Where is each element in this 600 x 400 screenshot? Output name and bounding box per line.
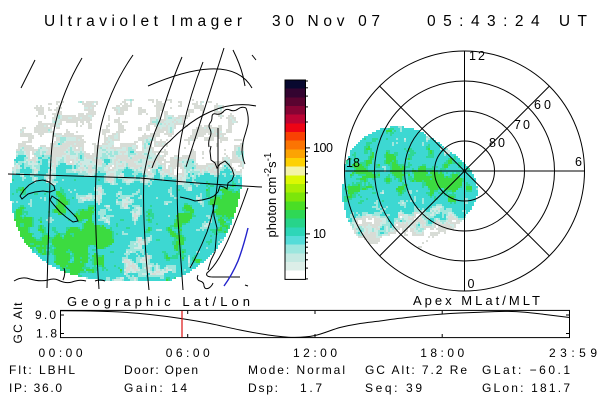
svg-text:18:00: 18:00: [420, 346, 464, 360]
svg-text:10: 10: [313, 227, 326, 241]
svg-text:Mode: Normal: Mode: Normal: [248, 363, 345, 377]
svg-text:Ultraviolet Imager: Ultraviolet Imager: [44, 13, 242, 30]
svg-text:00:00: 00:00: [39, 346, 83, 360]
svg-text:Apex MLat/MLT: Apex MLat/MLT: [413, 293, 540, 308]
svg-text:Door: Open: Door: Open: [124, 363, 198, 377]
svg-text:9.0: 9.0: [35, 308, 56, 322]
svg-text:0: 0: [468, 277, 475, 291]
svg-text:Gain: 14: Gain: 14: [124, 381, 187, 395]
svg-text:GLon: 181.7: GLon: 181.7: [482, 381, 570, 395]
svg-text:Dsp:: Dsp:: [248, 381, 278, 395]
svg-text:30 Nov 07: 30 Nov 07: [272, 13, 380, 30]
svg-text:photon cm-2s-1: photon cm-2s-1: [263, 152, 279, 237]
svg-text:23:59: 23:59: [549, 346, 597, 360]
svg-text:1.8: 1.8: [36, 327, 57, 341]
svg-text:GC Alt: GC Alt: [11, 302, 25, 344]
svg-text:05:43:24 UT: 05:43:24 UT: [427, 13, 588, 30]
svg-text:06:00: 06:00: [166, 346, 210, 360]
svg-text:12:00: 12:00: [293, 346, 337, 360]
svg-text:Seq: 39: Seq: 39: [365, 381, 422, 395]
svg-text:GLat: −60.1: GLat: −60.1: [482, 363, 570, 377]
svg-text:6: 6: [575, 155, 582, 169]
svg-text:1.7: 1.7: [300, 381, 322, 395]
svg-text:Flt: LBHL: Flt: LBHL: [9, 363, 75, 377]
svg-text:Geographic Lat/Lon: Geographic Lat/Lon: [67, 294, 250, 309]
svg-text:100: 100: [313, 141, 333, 155]
svg-text:18: 18: [346, 156, 360, 170]
svg-text:GC Alt: 7.2 Re: GC Alt: 7.2 Re: [365, 363, 467, 377]
